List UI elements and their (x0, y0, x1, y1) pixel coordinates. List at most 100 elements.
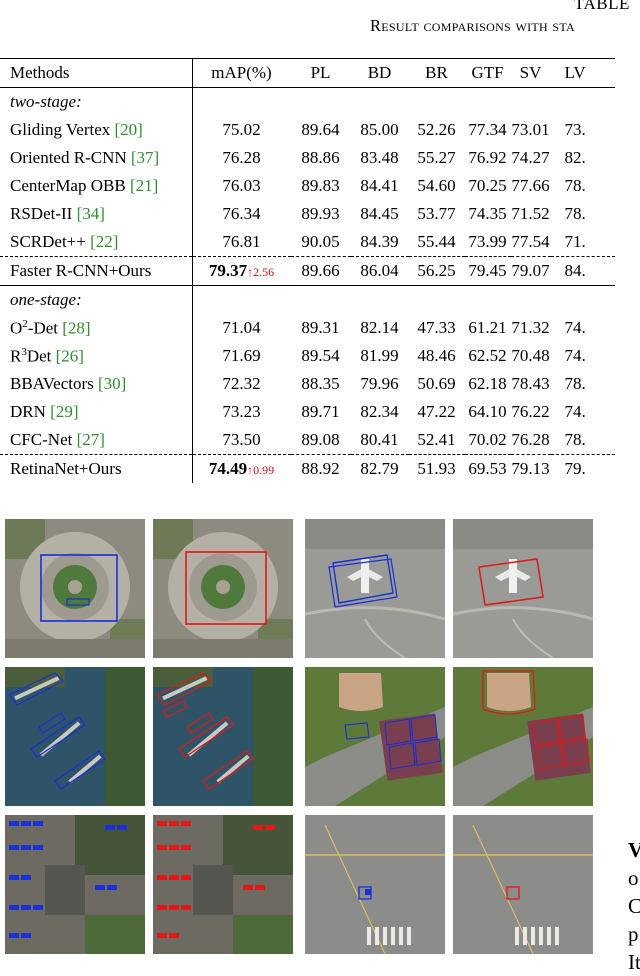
method-cell: BBAVectors [30] (0, 370, 193, 398)
aerial-image-parking-baseline (5, 815, 145, 954)
citation-link[interactable]: [37] (130, 148, 160, 167)
table-row: CFC-Net [27] 73.50 89.08 80.41 52.41 70.… (0, 426, 615, 455)
table-row: Gliding Vertex [20] 75.02 89.64 85.00 52… (0, 116, 615, 144)
value-cell: 77.34 (468, 120, 507, 139)
ours-row: Faster R-CNN+Ours 79.37↑2.56 89.66 86.04… (0, 256, 615, 286)
map-cell: 79.37↑2.56 (192, 256, 291, 286)
results-table: Methods mAP(%) PL BD BR GTF SV LV two-st… (0, 58, 615, 483)
map-cell: 76.03 (222, 176, 261, 195)
value-cell-best: 56.25 (408, 256, 465, 286)
aerial-image-runway-ours (453, 815, 593, 954)
method-cell: RetinaNet+Ours (0, 454, 193, 483)
value-cell: 74.27 (511, 148, 550, 167)
value-cell: 88.86 (301, 148, 340, 167)
method-cell: Oriented R-CNN [37] (0, 144, 193, 172)
citation-link[interactable]: [29] (50, 402, 79, 421)
table-caption: Result comparisons with sta (370, 16, 575, 35)
aerial-image-plane-ours (453, 519, 593, 658)
value-cell: 80.41 (360, 430, 399, 449)
map-cell: 72.32 (222, 374, 261, 393)
col-map: mAP(%) (192, 58, 291, 88)
aerial-image-harbor-ours (153, 667, 293, 806)
aerial-image-courts-baseline (305, 667, 445, 806)
value-cell: 54.60 (417, 176, 456, 195)
side-text-fragment: V o C p It (628, 838, 640, 974)
value-cell: 89.66 (290, 256, 351, 286)
value-cell-best: 86.04 (350, 256, 409, 286)
value-cell: 76.22 (511, 402, 550, 421)
value-cell: 84.41 (360, 176, 399, 195)
map-cell: 71.69 (222, 346, 261, 365)
section-label: one-stage: (0, 285, 193, 314)
section-row: two-stage: (0, 87, 615, 116)
table-row: DRN [29] 73.23 89.71 82.34 47.22 64.10 7… (0, 398, 615, 426)
value-cell: 78.43 (511, 374, 550, 393)
col-bd: BD (350, 58, 409, 88)
citation-link[interactable]: [21] (129, 176, 159, 195)
value-cell: 84.39 (360, 232, 399, 251)
col-methods: Methods (0, 58, 193, 88)
value-cell: 48.46 (417, 346, 456, 365)
value-cell-best: 52.41 (417, 430, 456, 449)
value-cell: 51.93 (408, 454, 465, 483)
table-row: Oriented R-CNN [37] 76.28 88.86 83.48 55… (0, 144, 615, 172)
value-cell: 84.45 (360, 204, 399, 223)
value-cell: 82.34 (360, 402, 399, 421)
citation-link[interactable]: [26] (55, 346, 84, 366)
value-cell: 62.18 (468, 374, 507, 393)
method-cell: O2-Det [28] (0, 314, 193, 342)
citation-link[interactable]: [27] (76, 430, 105, 449)
value-cell: 78. (564, 374, 586, 393)
method-cell: SCRDet++ [22] (0, 228, 193, 257)
value-cell: 61.21 (468, 318, 507, 337)
aerial-image-roundabout-baseline (5, 519, 145, 658)
citation-link[interactable]: [22] (90, 232, 119, 251)
method-cell: RSDet-II [34] (0, 200, 193, 228)
value-cell: 81.99 (360, 346, 399, 365)
table-row: SCRDet++ [22] 76.81 90.05 84.39 55.44 73… (0, 228, 615, 257)
value-cell: 88.35 (301, 374, 340, 393)
value-cell-best: 89.71 (301, 402, 340, 421)
value-cell: 74. (564, 402, 586, 421)
value-cell: 83.48 (360, 148, 399, 167)
value-cell: 89.54 (301, 346, 340, 365)
value-cell: 73.01 (511, 120, 550, 139)
map-cell: 76.81 (222, 232, 261, 251)
citation-link[interactable]: [28] (62, 318, 91, 338)
header-row: Methods mAP(%) PL BD BR GTF SV LV (0, 58, 615, 88)
value-cell: 70.25 (468, 176, 507, 195)
value-cell: 77.54 (511, 232, 550, 251)
aerial-image-parking-ours (153, 815, 293, 954)
ours-row: RetinaNet+Ours 74.49↑0.99 88.92 82.79 51… (0, 454, 615, 483)
value-cell: 69.53 (464, 454, 511, 483)
map-cell: 75.02 (222, 120, 261, 139)
value-cell: 47.22 (417, 402, 456, 421)
citation-link[interactable]: [34] (76, 204, 105, 223)
aerial-image-courts-ours (453, 667, 593, 806)
value-cell: 74.35 (468, 204, 507, 223)
value-cell: 55.44 (417, 232, 456, 251)
citation-link[interactable]: [20] (114, 120, 143, 139)
value-cell: 77.66 (511, 176, 550, 195)
value-cell-best: 79.45 (464, 256, 511, 286)
value-cell: 47.33 (417, 318, 456, 337)
value-cell-best: 79. (550, 454, 615, 483)
col-sv: SV (510, 58, 551, 88)
citation-link[interactable]: [30] (98, 374, 127, 393)
map-cell: 73.23 (222, 402, 261, 421)
value-cell: 73.99 (468, 232, 507, 251)
value-cell: 89.31 (301, 318, 340, 337)
gain-badge: ↑0.99 (247, 463, 275, 477)
table-row: O2-Det [28] 71.04 89.31 82.14 47.33 61.2… (0, 314, 615, 342)
value-cell: 74. (564, 346, 586, 365)
value-cell: 70.48 (511, 346, 550, 365)
map-cell: 73.50 (222, 430, 261, 449)
value-cell-best: 82.79 (350, 454, 409, 483)
value-cell-best: 79.07 (510, 256, 551, 286)
col-gtf: GTF (464, 58, 511, 88)
value-cell: 71.52 (511, 204, 550, 223)
method-cell: R3Det [26] (0, 342, 193, 370)
value-cell: 79.96 (360, 374, 399, 393)
value-cell: 50.69 (417, 374, 456, 393)
value-cell: 89.83 (301, 176, 340, 195)
